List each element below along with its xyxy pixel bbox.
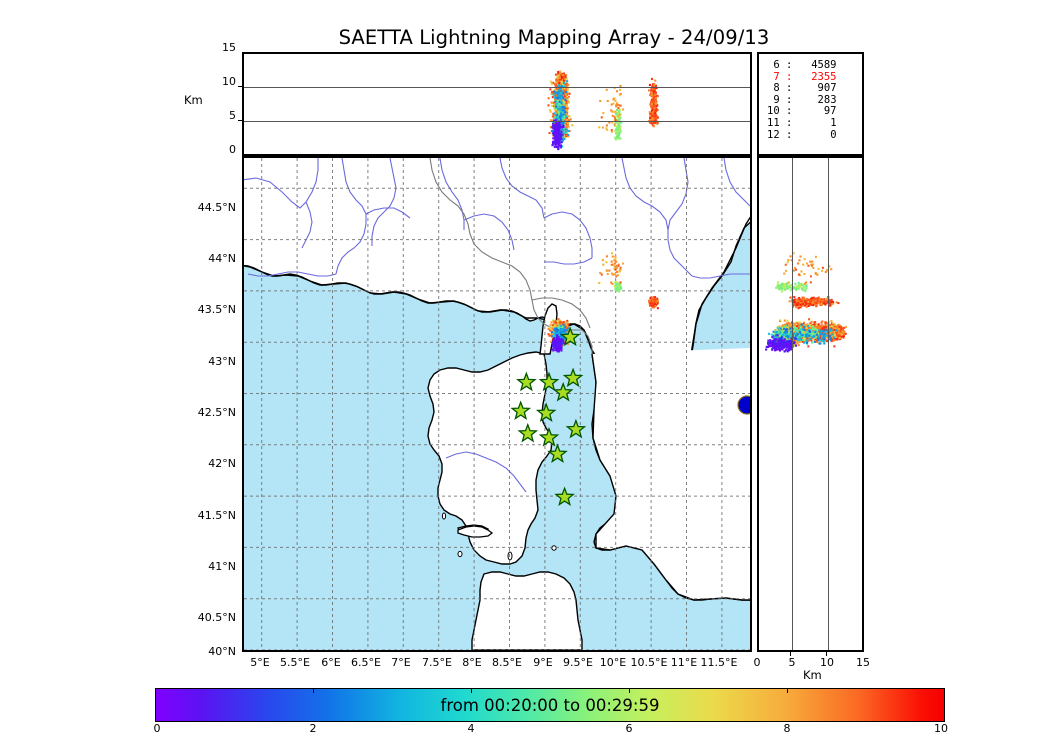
station-count-row-9: 9:283 bbox=[773, 93, 837, 106]
station-count-table: 6:4589 7:2355 8:907 9:283 10:97 11:1 12:0 bbox=[767, 59, 837, 141]
gridline-5km bbox=[244, 120, 750, 122]
cb-tickmark-8 bbox=[787, 688, 788, 693]
station-count-row-6: 6:4589 bbox=[773, 59, 837, 71]
station-marker-6 bbox=[510, 400, 532, 420]
map-panel[interactable] bbox=[242, 156, 752, 652]
map-lat-tick-44.5: 44.5°N bbox=[197, 201, 236, 214]
top-ytick-15: 15 bbox=[222, 41, 236, 54]
station-marker-1 bbox=[559, 326, 581, 347]
station-marker-7 bbox=[535, 402, 557, 423]
station-count-table-panel: 6:4589 7:2355 8:907 9:283 10:97 11:1 12:0 bbox=[757, 52, 864, 156]
cb-tickmark-10 bbox=[944, 688, 945, 693]
corsica-river bbox=[445, 451, 527, 493]
right-xtick-10: 10 bbox=[820, 656, 834, 669]
saetta-stations bbox=[510, 326, 587, 507]
station-marker-4 bbox=[562, 367, 584, 388]
cb-tick-6: 6 bbox=[625, 722, 633, 735]
map-lon-tick-7.5: 7.5°E bbox=[422, 656, 452, 669]
right-panel-x-axis-label: Km bbox=[803, 668, 822, 682]
reference-site-marker bbox=[737, 395, 750, 415]
time-colorbar[interactable]: from 00:20:00 to 00:29:59 0 2 4 6 8 10 bbox=[154, 688, 948, 735]
top-panel-scatter bbox=[547, 70, 659, 151]
map-lon-tick-8.5: 8.5°E bbox=[492, 656, 522, 669]
station-count-row-7: 7:2355 bbox=[773, 70, 837, 83]
station-marker-9 bbox=[538, 426, 560, 447]
map-lon-tick-11.5: 11.5°E bbox=[700, 656, 738, 669]
top-tickmark-5 bbox=[238, 120, 242, 121]
island-capraia bbox=[441, 512, 447, 520]
elba-island-shape bbox=[457, 525, 494, 538]
map-lon-tick-10.5: 10.5°E bbox=[630, 656, 668, 669]
right-gridline-10km bbox=[827, 158, 829, 650]
top-ytick-5: 5 bbox=[229, 109, 236, 122]
station-count-row-11: 11:1 bbox=[767, 116, 837, 129]
cb-tick-4: 4 bbox=[467, 722, 475, 735]
map-lat-tick-42.5: 42.5°N bbox=[197, 406, 236, 419]
station-marker-2 bbox=[516, 371, 537, 392]
latitude-height-panel[interactable] bbox=[757, 156, 864, 652]
right-gridline-5km bbox=[792, 158, 794, 650]
station-marker-3 bbox=[538, 371, 560, 392]
map-lon-tick-9: 9°E bbox=[533, 656, 553, 669]
cb-tickmark-2 bbox=[313, 688, 314, 693]
map-lon-tick-5: 5°E bbox=[250, 656, 270, 669]
sardinia-island bbox=[471, 571, 583, 650]
station-count-row-12: 12:0 bbox=[767, 128, 837, 141]
height-longitude-panel[interactable] bbox=[242, 52, 752, 156]
colorbar-gradient bbox=[155, 688, 945, 722]
station-marker-10 bbox=[565, 418, 587, 439]
right-panel-scatter bbox=[765, 252, 848, 353]
right-tickmark-10 bbox=[826, 652, 827, 656]
map-lat-tick-42: 42°N bbox=[208, 457, 236, 470]
map-lon-tick-11: 11°E bbox=[670, 656, 698, 669]
right-xtick-15: 15 bbox=[856, 656, 870, 669]
italy-coast-fill bbox=[592, 348, 750, 600]
cb-tick-0: 0 bbox=[153, 722, 161, 735]
map-lon-tick-9.5: 9.5°E bbox=[563, 656, 593, 669]
cb-tick-10: 10 bbox=[934, 722, 948, 735]
station-count-row-8: 8:907 bbox=[773, 82, 837, 95]
map-graphics bbox=[244, 158, 750, 650]
map-lon-tick-6: 6°E bbox=[321, 656, 341, 669]
rivers bbox=[244, 158, 750, 279]
cb-tickmark-0 bbox=[155, 688, 156, 693]
top-panel-y-axis-label: Km bbox=[184, 93, 203, 107]
map-lon-tick-8: 8°E bbox=[462, 656, 482, 669]
map-lat-tick-41: 41°N bbox=[208, 560, 236, 573]
cb-tick-2: 2 bbox=[309, 722, 317, 735]
right-xtick-0: 0 bbox=[753, 656, 761, 669]
map-lat-tick-40.5: 40.5°N bbox=[197, 611, 236, 624]
gridline-10km bbox=[244, 87, 750, 89]
map-lat-tick-40: 40°N bbox=[208, 645, 236, 658]
station-marker-11 bbox=[547, 443, 568, 464]
cb-tickmark-4 bbox=[471, 688, 472, 693]
station-marker-8 bbox=[517, 422, 539, 443]
map-gridlines bbox=[244, 158, 750, 650]
map-lon-tick-7: 7°E bbox=[391, 656, 411, 669]
page-title: SAETTA Lightning Mapping Array - 24/09/1… bbox=[338, 26, 770, 49]
map-lat-tick-41.5: 41.5°N bbox=[197, 509, 236, 522]
map-lon-tick-6.5: 6.5°E bbox=[351, 656, 381, 669]
station-count-row-10: 10:97 bbox=[767, 105, 837, 118]
top-ytick-10: 10 bbox=[222, 75, 236, 88]
map-lat-tick-43.5: 43.5°N bbox=[197, 303, 236, 316]
right-tickmark-5 bbox=[790, 652, 791, 656]
station-marker-12 bbox=[554, 486, 575, 507]
cb-tick-8: 8 bbox=[783, 722, 791, 735]
island-giglio bbox=[551, 545, 557, 551]
map-lat-tick-43: 43°N bbox=[208, 355, 236, 368]
top-ytick-0: 0 bbox=[229, 143, 236, 156]
station-marker-5 bbox=[552, 381, 574, 402]
map-lon-tick-5.5: 5.5°E bbox=[280, 656, 310, 669]
cb-tickmark-6 bbox=[629, 688, 630, 693]
island-pianosa bbox=[457, 550, 463, 558]
italy-west-coast-line bbox=[591, 353, 750, 601]
map-lon-tick-10: 10°E bbox=[599, 656, 627, 669]
map-lat-tick-44: 44°N bbox=[208, 252, 236, 265]
right-xtick-5: 5 bbox=[788, 656, 796, 669]
top-tickmark-10 bbox=[238, 86, 242, 87]
